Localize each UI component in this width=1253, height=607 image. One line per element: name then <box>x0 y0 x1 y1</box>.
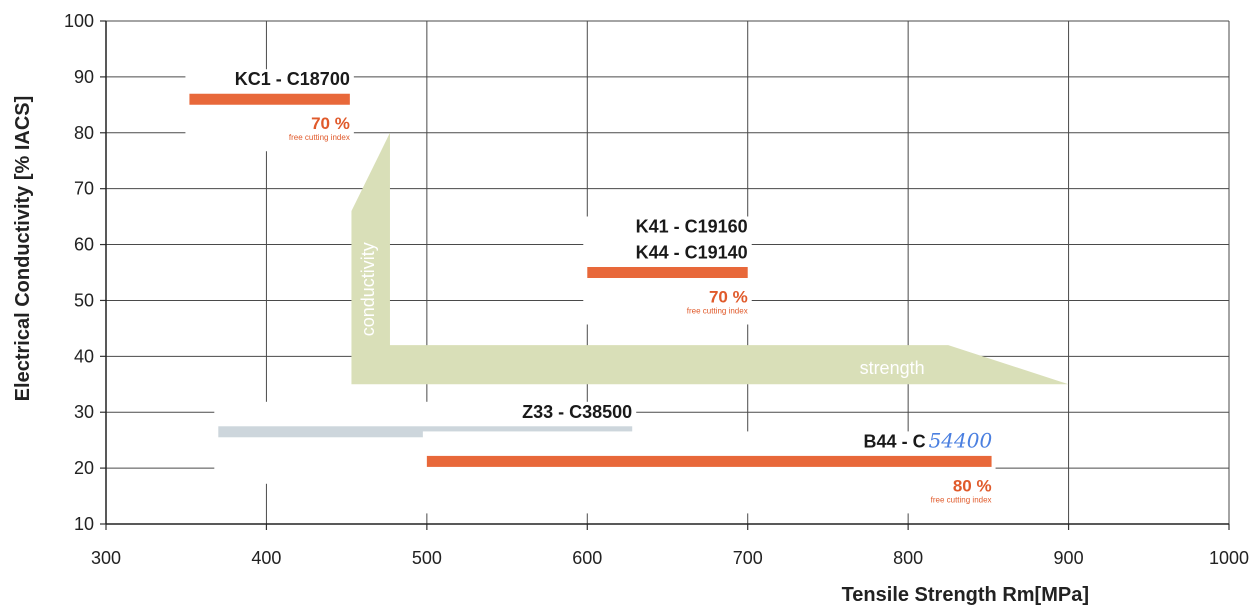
y-tick-label: 70 <box>74 179 94 199</box>
free-cutting-percent: 70 % <box>311 114 350 133</box>
arrow-shape <box>351 132 1069 385</box>
conductivity-strength-arrow: conductivity strength <box>351 132 1069 385</box>
material-bar <box>426 455 992 467</box>
x-tick-label: 700 <box>733 548 763 568</box>
free-cutting-index-label: free cutting index <box>289 133 350 142</box>
y-tick-label: 30 <box>74 402 94 422</box>
x-tick-label: 800 <box>893 548 923 568</box>
y-tick-label: 90 <box>74 67 94 87</box>
material-label: Z33 - C38500 <box>522 402 632 422</box>
material-bar <box>189 93 350 105</box>
x-tick-label: 400 <box>251 548 281 568</box>
free-cutting-index-label: free cutting index <box>687 307 748 316</box>
y-tick-label: 100 <box>64 11 94 31</box>
bar-backdrop <box>185 69 354 152</box>
material-label-handwritten: 54400 <box>929 428 993 452</box>
axes: 300 400 500 600 700 800 900 1000 10 20 30 40 50 60 70 8… <box>64 11 1249 568</box>
x-tick-label: 1000 <box>1209 548 1249 568</box>
y-tick-label: 20 <box>74 458 94 478</box>
y-tick-label: 60 <box>74 235 94 255</box>
x-axis-title: Tensile Strength Rm[MPa] <box>842 584 1089 606</box>
arrow-label-conductivity: conductivity <box>358 242 378 336</box>
free-cutting-percent: 70 % <box>709 288 748 307</box>
y-tick-label: 10 <box>74 514 94 534</box>
bar-backdrop <box>422 431 996 514</box>
material-bar <box>587 267 748 278</box>
material-label: K44 - C19140 <box>636 243 748 263</box>
free-cutting-index-label: free cutting index <box>931 495 992 504</box>
x-tick-label: 600 <box>572 548 602 568</box>
arrow-label-strength: strength <box>860 358 925 378</box>
material-label: KC1 - C18700 <box>235 69 350 89</box>
x-tick-label: 500 <box>412 548 442 568</box>
material-label: B44 - C <box>864 431 926 451</box>
y-tick-label: 50 <box>74 290 94 310</box>
y-tick-label: 40 <box>74 346 94 366</box>
free-cutting-percent: 80 % <box>953 476 992 495</box>
x-tick-label: 300 <box>91 548 121 568</box>
y-tick-label: 80 <box>74 123 94 143</box>
y-axis-title: Electrical Conductivity [% IACS] <box>12 96 34 402</box>
x-tick-label: 900 <box>1054 548 1084 568</box>
material-label: K41 - C19160 <box>636 217 748 237</box>
